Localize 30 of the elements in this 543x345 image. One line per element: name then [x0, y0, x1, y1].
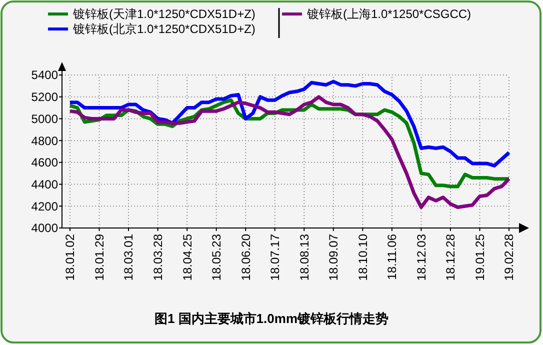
x-tick-label: 18.04.25 [180, 234, 194, 281]
x-tick-label: 19.02.28 [502, 234, 516, 281]
text: 图1 国内主要城市1.0mm镀锌板行情走势 [154, 311, 389, 326]
x-tick-label: 18.05.23 [210, 234, 224, 281]
legend-label: 镀锌板(上海1.0*1250*CSGCC) [306, 7, 472, 22]
x-tick-label: 18.03.28 [151, 234, 165, 281]
x-tick-label: 18.06.20 [238, 234, 253, 281]
x-tick-label: 18.09.07 [326, 234, 341, 281]
y-tick-label: 4800 [31, 134, 58, 148]
x-tick-label: 18.01.29 [92, 234, 106, 281]
y-tick-label: 5400 [31, 68, 58, 82]
x-tick-label: 19.01.25 [472, 234, 487, 281]
x-tick-label: 18.10.10 [356, 234, 370, 281]
legend-label: 镀锌板(北京1.0*1250*CDX51D+Z) [72, 22, 256, 36]
x-tick-label: 18.12.03 [414, 234, 428, 281]
y-tick-label: 4000 [31, 221, 58, 236]
y-tick-label: 4600 [31, 156, 58, 170]
x-tick-label: 18.03.01 [122, 234, 136, 281]
y-tick-label: 4200 [31, 199, 58, 214]
x-tick-label: 18.07.17 [268, 234, 282, 281]
x-tick-label: 18.01.02 [63, 234, 78, 281]
line-series [68, 95, 511, 209]
x-tick-label: 18.12.28 [444, 234, 458, 281]
y-tick-label: 4400 [31, 177, 58, 192]
x-tick-label: 18.08.13 [297, 234, 312, 281]
line-series [68, 80, 511, 168]
legend-label: 镀锌板(天津1.0*1250*CDX51D+Z) [72, 7, 256, 22]
y-tick-label: 5200 [31, 90, 58, 104]
x-tick-label: 18.11.06 [385, 234, 400, 280]
y-tick-label: 5000 [31, 112, 58, 126]
